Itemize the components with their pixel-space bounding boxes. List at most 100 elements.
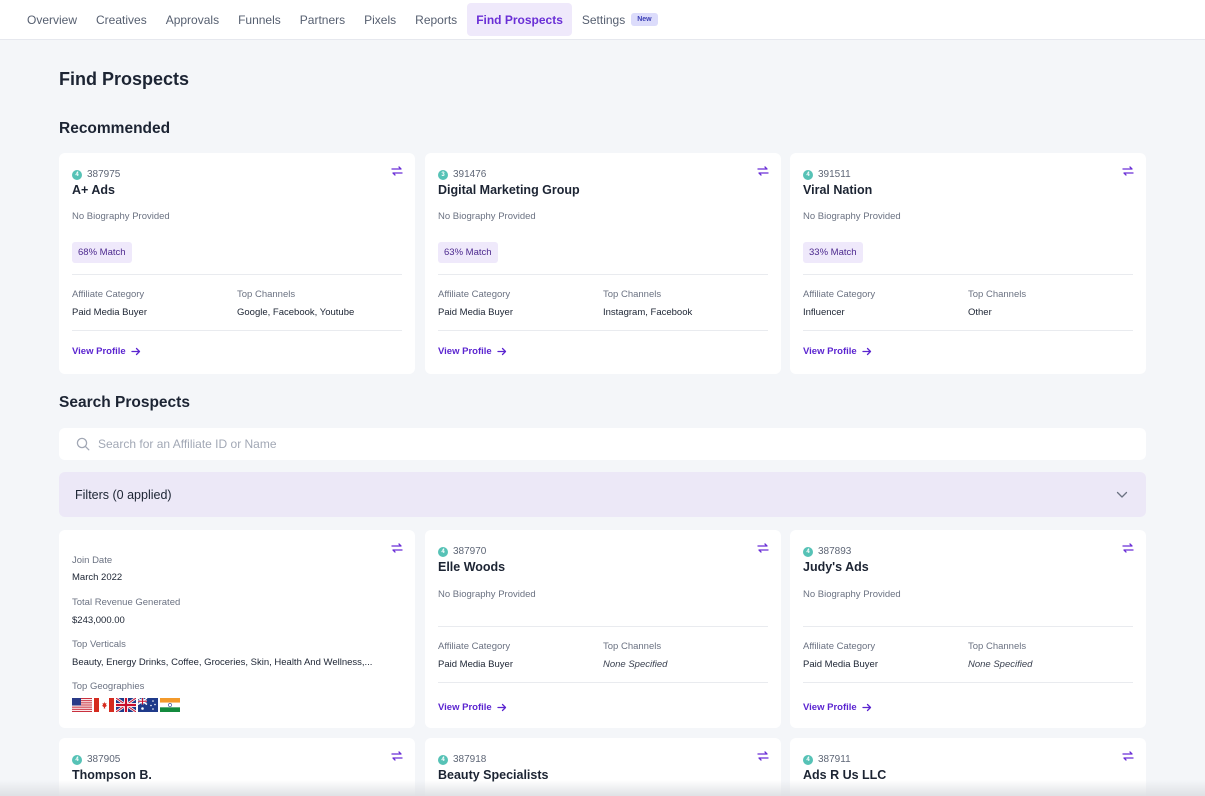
affiliate-category-label: Affiliate Category (72, 289, 145, 300)
page-title: Find Prospects (59, 69, 190, 89)
view-profile-link[interactable]: View Profile (72, 346, 141, 357)
top-channels-value: Google, Facebook, Youtube (237, 307, 355, 318)
arrow-right-icon (497, 347, 506, 356)
affiliate-category-label: Affiliate Category (438, 641, 511, 652)
swap-icon[interactable] (757, 166, 769, 176)
arrow-right-icon (862, 703, 871, 712)
view-profile-label: View Profile (438, 346, 492, 357)
swap-icon[interactable] (1122, 166, 1134, 176)
swap-icon[interactable] (757, 751, 769, 761)
search-icon (76, 437, 90, 451)
top-channels-value: Instagram, Facebook (603, 307, 693, 318)
top-navigation: Overview Creatives Approvals Funnels Par… (0, 0, 1205, 40)
badge-icon: 3 (438, 169, 448, 180)
view-profile-link[interactable]: View Profile (803, 702, 872, 713)
affiliate-category-label: Affiliate Category (803, 641, 876, 652)
nav-item-settings[interactable]: Settings New (573, 3, 667, 36)
nav-item-find-prospects[interactable]: Find Prospects (467, 3, 572, 36)
affiliate-id-value: 387893 (818, 546, 852, 557)
filters-toggle[interactable]: Filters (0 applied) (59, 472, 1146, 517)
affiliate-id-value: 391476 (453, 169, 487, 180)
nav-item-overview[interactable]: Overview (27, 12, 78, 27)
nav-item-partners[interactable]: Partners (299, 12, 346, 27)
nav-item-approvals[interactable]: Approvals (165, 12, 220, 27)
revenue-value: $243,000.00 (72, 615, 125, 626)
recommended-card: 4 391511 Viral Nation No Biography Provid… (790, 153, 1146, 374)
top-geographies-label: Top Geographies (72, 681, 145, 692)
badge-icon: 4 (803, 169, 813, 180)
nav-item-pixels[interactable]: Pixels (364, 12, 397, 27)
affiliate-name: Elle Woods (438, 560, 506, 574)
match-badge: 63% Match (438, 242, 498, 263)
affiliate-id: 4 387970 (438, 546, 486, 557)
affiliate-id-value: 387911 (818, 754, 851, 765)
affiliate-name: Viral Nation (803, 183, 873, 197)
affiliate-category-value: Influencer (803, 307, 845, 318)
recommended-card: 3 391476 Digital Marketing Group No Biogr… (425, 153, 781, 374)
affiliate-id: 3 391476 (438, 169, 486, 180)
join-date-label: Join Date (72, 555, 113, 566)
swap-icon[interactable] (1122, 543, 1134, 553)
swap-icon[interactable] (757, 543, 769, 553)
affiliate-name: Digital Marketing Group (438, 183, 580, 197)
au-flag-icon (138, 698, 158, 712)
affiliate-id: 4 387905 (72, 754, 120, 765)
affiliate-id: 4 387911 (803, 754, 851, 765)
view-profile-label: View Profile (803, 346, 857, 357)
divider (72, 274, 402, 275)
view-profile-link[interactable]: View Profile (438, 346, 507, 357)
top-channels-label: Top Channels (968, 289, 1027, 300)
arrow-right-icon (497, 703, 506, 712)
view-profile-label: View Profile (803, 702, 857, 713)
search-input[interactable] (98, 437, 998, 451)
join-date-value: March 2022 (72, 572, 123, 583)
view-profile-label: View Profile (438, 702, 492, 713)
divider (438, 682, 768, 683)
badge-icon: 4 (803, 546, 813, 557)
new-badge: New (631, 13, 658, 26)
divider (438, 626, 768, 627)
swap-icon[interactable] (1122, 751, 1134, 761)
affiliate-id: 4 391511 (803, 169, 851, 180)
nav-item-funnels[interactable]: Funnels (238, 12, 281, 27)
view-profile-link[interactable]: View Profile (803, 346, 872, 357)
divider (803, 626, 1133, 627)
top-verticals-value: Beauty, Energy Drinks, Coffee, Groceries… (72, 657, 373, 668)
affiliate-id-value: 387975 (87, 169, 121, 180)
affiliate-id-value: 387970 (453, 546, 487, 557)
affiliate-category-label: Affiliate Category (438, 289, 511, 300)
affiliate-category-value: Paid Media Buyer (438, 307, 513, 318)
geography-flags (72, 698, 180, 712)
swap-icon[interactable] (391, 166, 403, 176)
affiliate-id-value: 387905 (87, 754, 121, 765)
nav-item-creatives[interactable]: Creatives (96, 12, 147, 27)
affiliate-bio: No Biography Provided (803, 589, 901, 600)
filters-label: Filters (0 applied) (75, 487, 172, 502)
affiliate-bio: No Biography Provided (438, 589, 536, 600)
divider (438, 330, 768, 331)
prospect-card: 4 387893 Judy's Ads No Biography Provided… (790, 530, 1146, 728)
affiliate-category-value: Paid Media Buyer (72, 307, 147, 318)
revenue-label: Total Revenue Generated (72, 597, 181, 608)
arrow-right-icon (131, 347, 140, 356)
top-channels-label: Top Channels (603, 641, 662, 652)
affiliate-category-value: Paid Media Buyer (803, 659, 878, 670)
badge-icon: 4 (803, 754, 813, 765)
badge-icon: 4 (72, 754, 82, 765)
nav-item-reports[interactable]: Reports (415, 12, 458, 27)
divider (72, 330, 402, 331)
swap-icon[interactable] (391, 751, 403, 761)
affiliate-category-label: Affiliate Category (803, 289, 876, 300)
affiliate-category-value: Paid Media Buyer (438, 659, 513, 670)
divider (803, 682, 1133, 683)
top-channels-label: Top Channels (968, 641, 1027, 652)
divider (803, 274, 1133, 275)
affiliate-id: 4 387918 (438, 754, 486, 765)
recommended-card: 4 387975 A+ Ads No Biography Provided 68%… (59, 153, 415, 374)
affiliate-id-value: 387918 (453, 754, 487, 765)
bottom-fade (0, 780, 1205, 796)
affiliate-name: Judy's Ads (803, 560, 869, 574)
view-profile-link[interactable]: View Profile (438, 702, 507, 713)
swap-icon[interactable] (391, 543, 403, 553)
prospect-card: 4 387970 Elle Woods No Biography Provided… (425, 530, 781, 728)
